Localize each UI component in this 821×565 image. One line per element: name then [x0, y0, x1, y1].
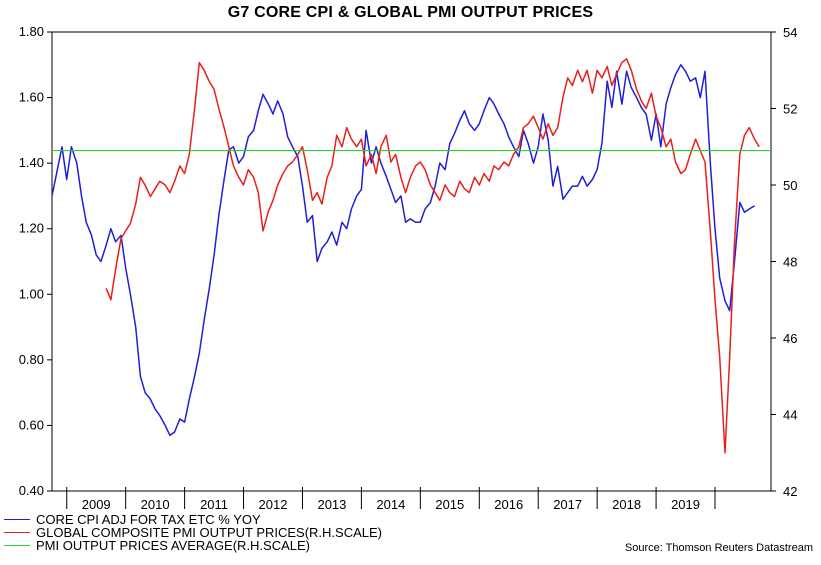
left-tick-label: 1.80 — [19, 24, 44, 39]
left-axis: 0.40 0.60 0.80 1.00 1.20 1.40 1.60 1.80 — [19, 24, 52, 498]
series-line-1 — [105, 58, 760, 454]
left-tick-label: 0.80 — [19, 352, 44, 367]
right-tick-label: 44 — [783, 408, 797, 423]
right-tick-label: 42 — [783, 484, 797, 499]
plot-frame — [51, 31, 772, 492]
legend-item-pmi-output-prices: GLOBAL COMPOSITE PMI OUTPUT PRICES(R.H.S… — [4, 526, 382, 539]
x-tick-label: 2009 — [82, 497, 111, 512]
x-tick-label: 2013 — [317, 497, 346, 512]
legend-swatch-pmi-output-prices — [4, 532, 30, 533]
x-tick-label: 2014 — [376, 497, 405, 512]
legend: CORE CPI ADJ FOR TAX ETC % YOY GLOBAL CO… — [4, 513, 382, 552]
x-tick-label: 2016 — [494, 497, 523, 512]
legend-swatch-core-cpi — [4, 519, 30, 520]
legend-swatch-pmi-average — [4, 545, 30, 546]
x-tick-label: 2017 — [553, 497, 582, 512]
right-axis: 42 44 46 48 50 52 54 — [771, 25, 797, 499]
x-axis: 2009 2010 2011 2012 2013 2014 2015 2016 2017 2018… — [66, 487, 716, 512]
left-tick-label: 1.20 — [19, 221, 44, 236]
legend-item-pmi-average: PMI OUTPUT PRICES AVERAGE(R.H.SCALE) — [4, 539, 382, 552]
x-tick-label: 2012 — [259, 497, 288, 512]
right-tick-label: 48 — [783, 255, 797, 270]
left-tick-label: 1.40 — [19, 155, 44, 170]
right-tick-label: 46 — [783, 331, 797, 346]
x-tick-label: 2015 — [435, 497, 464, 512]
source-note: Source: Thomson Reuters Datastream — [624, 542, 813, 554]
left-tick-label: 1.00 — [19, 286, 44, 301]
x-tick-label: 2011 — [200, 497, 228, 512]
legend-label-pmi-average: PMI OUTPUT PRICES AVERAGE(R.H.SCALE) — [36, 538, 311, 553]
chart-title: G7 CORE CPI & GLOBAL PMI OUTPUT PRICES — [227, 4, 594, 21]
right-tick-label: 52 — [783, 102, 797, 117]
right-tick-label: 54 — [783, 25, 797, 40]
series-line-0 — [51, 64, 755, 437]
left-tick-label: 0.60 — [19, 417, 44, 432]
legend-item-core-cpi: CORE CPI ADJ FOR TAX ETC % YOY — [4, 513, 382, 526]
legend-label-pmi-output-prices: GLOBAL COMPOSITE PMI OUTPUT PRICES(R.H.S… — [36, 525, 383, 540]
legend-label-core-cpi: CORE CPI ADJ FOR TAX ETC % YOY — [36, 512, 261, 527]
right-tick-label: 50 — [783, 178, 797, 193]
x-tick-label: 2010 — [141, 497, 170, 512]
series-layer — [51, 58, 771, 454]
left-tick-label: 0.40 — [19, 483, 44, 498]
x-tick-label: 2018 — [612, 497, 641, 512]
left-tick-label: 1.60 — [19, 90, 44, 105]
x-tick-label: 2019 — [671, 497, 700, 512]
